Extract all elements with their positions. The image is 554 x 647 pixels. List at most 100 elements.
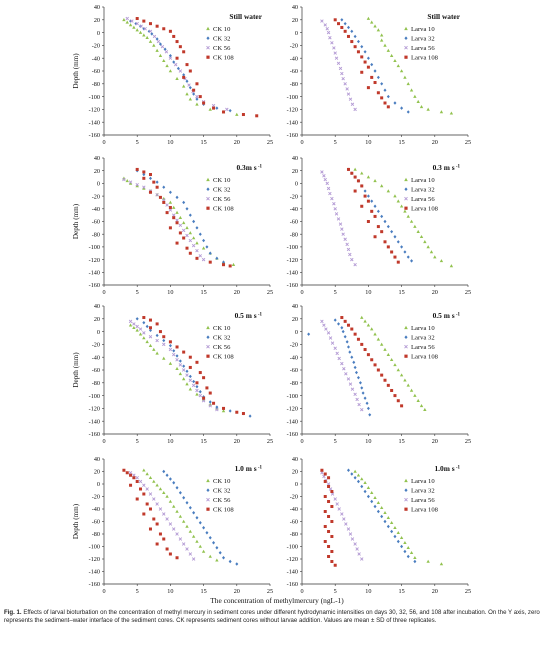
data-point-larva-56 <box>326 186 331 191</box>
data-point-ck-32 <box>185 79 189 83</box>
y-tick-label: -20 <box>92 342 100 349</box>
data-point-ck-32 <box>188 506 192 510</box>
data-point-ck-10 <box>145 340 149 344</box>
data-point-larva-56 <box>338 222 343 226</box>
data-point-ck-32 <box>218 551 222 555</box>
data-point-larva-32 <box>354 370 358 375</box>
y-tick-label: -120 <box>287 556 298 563</box>
legend-label: Larva 108 <box>411 507 439 514</box>
data-point-ck-108 <box>162 335 166 339</box>
data-point-ck-32 <box>195 226 199 230</box>
data-point-ck-56 <box>128 319 133 324</box>
data-point-ck-32 <box>192 92 196 96</box>
data-point-larva-56 <box>334 212 339 216</box>
data-point-larva-108 <box>323 480 327 483</box>
data-point-larva-108 <box>373 81 377 85</box>
data-point-ck-56 <box>178 69 183 73</box>
data-point-ck-10 <box>215 558 219 562</box>
data-point-ck-32 <box>145 324 149 329</box>
data-point-ck-32 <box>162 469 166 474</box>
data-point-larva-56 <box>346 527 351 531</box>
data-point-ck-10 <box>142 186 146 190</box>
data-point-ck-10 <box>178 372 183 376</box>
data-point-larva-108 <box>366 220 370 223</box>
data-point-larva-56 <box>341 76 345 81</box>
data-point-ck-56 <box>215 407 219 412</box>
data-point-larva-32 <box>360 484 364 489</box>
data-point-larva-56 <box>350 387 355 391</box>
data-point-larva-108 <box>370 209 374 213</box>
data-point-ck-10 <box>175 210 179 214</box>
data-point-ck-32 <box>198 232 202 236</box>
data-point-ck-10 <box>162 356 166 360</box>
data-point-ck-108 <box>195 381 199 385</box>
data-point-larva-32 <box>350 29 354 34</box>
data-point-larva-108 <box>376 91 380 95</box>
data-point-larva-108 <box>390 250 394 254</box>
data-point-ck-32 <box>222 556 226 560</box>
data-point-larva-56 <box>320 471 324 475</box>
legend-marker <box>404 177 408 182</box>
y-tick-label: -120 <box>287 257 298 264</box>
condition-label: 0.3m s -1 <box>236 163 262 172</box>
data-point-ck-56 <box>135 324 139 329</box>
data-point-ck-32 <box>182 200 186 205</box>
data-point-ck-56 <box>201 399 206 403</box>
data-point-ck-108 <box>182 75 186 79</box>
y-tick-label: -40 <box>290 506 298 513</box>
data-point-larva-32 <box>400 245 404 249</box>
data-point-larva-108 <box>340 316 344 320</box>
data-point-ck-32 <box>185 207 189 211</box>
data-point-ck-10 <box>145 35 149 40</box>
data-point-ck-108 <box>228 264 232 268</box>
data-point-ck-108 <box>125 471 129 475</box>
data-point-larva-108 <box>383 378 387 382</box>
data-point-larva-10 <box>403 540 407 545</box>
data-point-larva-56 <box>346 377 351 381</box>
data-point-larva-108 <box>360 204 364 208</box>
data-point-ck-32 <box>172 60 176 64</box>
x-tick-label: 25 <box>267 438 273 445</box>
data-point-larva-32 <box>363 396 367 400</box>
data-point-larva-56 <box>345 242 349 247</box>
legend-marker <box>404 478 408 483</box>
data-point-larva-10 <box>413 393 417 397</box>
data-point-ck-108 <box>205 386 209 390</box>
data-point-larva-108 <box>330 550 334 553</box>
data-point-larva-56 <box>357 552 361 556</box>
data-point-ck-56 <box>135 476 139 480</box>
y-tick-label: -140 <box>89 569 100 576</box>
data-point-ck-108 <box>202 101 206 105</box>
data-point-ck-10 <box>181 519 186 523</box>
data-point-ck-10 <box>181 377 186 381</box>
data-point-larva-10 <box>439 110 444 114</box>
data-point-ck-108 <box>222 110 226 114</box>
data-point-larva-32 <box>345 340 349 344</box>
data-point-ck-56 <box>191 243 196 248</box>
y-axis-title: Depth (mm) <box>72 203 80 239</box>
data-point-larva-108 <box>327 515 331 518</box>
data-point-ck-108 <box>212 401 216 405</box>
y-tick-label: -40 <box>290 55 298 62</box>
data-point-larva-32 <box>366 56 370 60</box>
data-point-larva-56 <box>333 497 337 501</box>
data-point-larva-10 <box>423 407 427 411</box>
data-point-larva-56 <box>325 181 329 186</box>
data-point-larva-10 <box>413 224 417 228</box>
data-point-ck-56 <box>132 473 136 477</box>
x-tick-label: 5 <box>334 289 337 296</box>
data-point-ck-56 <box>178 223 183 228</box>
data-point-larva-56 <box>360 407 364 412</box>
data-point-ck-10 <box>168 499 173 503</box>
data-point-ck-108 <box>182 350 186 354</box>
data-point-ck-56 <box>165 203 169 207</box>
y-tick-label: -60 <box>290 68 298 75</box>
data-point-larva-10 <box>403 75 407 79</box>
data-point-ck-108 <box>172 216 176 220</box>
data-point-larva-108 <box>356 337 360 341</box>
data-point-ck-108 <box>178 45 182 49</box>
chart-panel-v03-ck: -160 -140 -120 -100 -80 -60 -40 -20 0 20 40 0 5 10 15 2… <box>72 155 273 296</box>
legend-label: CK 56 <box>213 497 231 504</box>
data-point-larva-56 <box>333 207 337 211</box>
y-tick-label: 40 <box>292 155 298 162</box>
